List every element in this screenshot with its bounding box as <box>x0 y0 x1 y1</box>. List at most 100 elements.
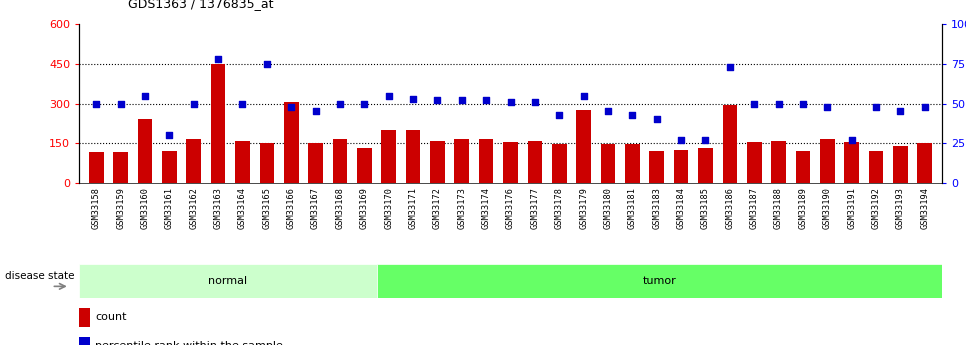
Bar <box>698 148 713 183</box>
Text: GSM33160: GSM33160 <box>140 187 150 229</box>
Point <box>235 101 250 106</box>
Point <box>89 101 104 106</box>
Point <box>917 104 932 109</box>
Point <box>552 112 567 117</box>
Text: GDS1363 / 1376835_at: GDS1363 / 1376835_at <box>128 0 273 10</box>
Text: GSM33158: GSM33158 <box>92 187 100 229</box>
Text: tumor: tumor <box>642 276 676 286</box>
Point <box>625 112 640 117</box>
Text: GSM33177: GSM33177 <box>530 187 539 229</box>
Bar <box>479 139 494 183</box>
Point <box>697 137 713 143</box>
Point <box>747 101 762 106</box>
Text: disease state: disease state <box>5 271 74 281</box>
Text: GSM33190: GSM33190 <box>823 187 832 229</box>
Text: GSM33185: GSM33185 <box>701 187 710 229</box>
Bar <box>894 146 908 183</box>
Text: GSM33181: GSM33181 <box>628 187 637 229</box>
Point <box>478 98 494 103</box>
Text: count: count <box>96 312 127 322</box>
Text: GSM33194: GSM33194 <box>921 187 929 229</box>
Text: GSM33164: GSM33164 <box>238 187 247 229</box>
Bar <box>406 130 420 183</box>
Bar <box>454 139 469 183</box>
Bar <box>357 148 372 183</box>
Point <box>308 109 324 114</box>
Point <box>259 61 274 67</box>
Text: GSM33168: GSM33168 <box>335 187 345 229</box>
Text: GSM33176: GSM33176 <box>506 187 515 229</box>
Bar <box>503 142 518 183</box>
Text: GSM33167: GSM33167 <box>311 187 320 229</box>
Text: GSM33178: GSM33178 <box>554 187 564 229</box>
Point <box>356 101 372 106</box>
Bar <box>430 140 444 183</box>
Bar <box>918 143 932 183</box>
Bar <box>674 150 689 183</box>
Bar <box>577 110 591 183</box>
Point <box>893 109 908 114</box>
Bar <box>211 64 225 183</box>
Point <box>600 109 615 114</box>
Bar <box>820 139 835 183</box>
Bar <box>625 145 639 183</box>
Bar <box>747 142 761 183</box>
Point <box>844 137 860 143</box>
Bar <box>162 151 177 183</box>
Text: GSM33161: GSM33161 <box>165 187 174 229</box>
Point <box>137 93 153 98</box>
Point <box>332 101 348 106</box>
Text: GSM33188: GSM33188 <box>774 187 783 229</box>
Bar <box>284 102 298 183</box>
Point <box>673 137 689 143</box>
Text: GSM33162: GSM33162 <box>189 187 198 229</box>
Text: GSM33159: GSM33159 <box>116 187 126 229</box>
Bar <box>113 152 128 183</box>
Point <box>211 56 226 62</box>
Bar <box>527 140 542 183</box>
Point <box>649 117 665 122</box>
Text: GSM33192: GSM33192 <box>871 187 881 229</box>
Text: GSM33191: GSM33191 <box>847 187 856 229</box>
Bar <box>552 145 567 183</box>
Text: GSM33180: GSM33180 <box>604 187 612 229</box>
Point <box>527 99 543 105</box>
Point <box>161 132 177 138</box>
Bar <box>138 119 153 183</box>
Point <box>771 101 786 106</box>
Point <box>283 104 298 109</box>
Text: GSM33169: GSM33169 <box>359 187 369 229</box>
Bar <box>649 151 664 183</box>
Bar <box>377 264 942 298</box>
Text: GSM33186: GSM33186 <box>725 187 734 229</box>
Bar <box>868 151 883 183</box>
Bar <box>79 308 90 326</box>
Text: GSM33165: GSM33165 <box>263 187 271 229</box>
Point <box>503 99 519 105</box>
Text: GSM33187: GSM33187 <box>750 187 758 229</box>
Text: GSM33166: GSM33166 <box>287 187 296 229</box>
Point <box>795 101 810 106</box>
Bar <box>796 151 810 183</box>
Bar <box>260 143 274 183</box>
Bar <box>308 143 323 183</box>
Text: GSM33179: GSM33179 <box>580 187 588 229</box>
Bar <box>332 139 347 183</box>
Bar <box>79 337 90 345</box>
Bar <box>186 139 201 183</box>
Bar <box>382 130 396 183</box>
Text: GSM33172: GSM33172 <box>433 187 441 229</box>
Text: GSM33173: GSM33173 <box>457 187 467 229</box>
Point <box>454 98 469 103</box>
Point <box>406 96 421 101</box>
Text: GSM33174: GSM33174 <box>482 187 491 229</box>
Point <box>576 93 591 98</box>
Point <box>381 93 396 98</box>
Point <box>113 101 128 106</box>
Bar <box>235 140 250 183</box>
Bar <box>89 152 103 183</box>
Bar <box>79 264 377 298</box>
Point <box>819 104 835 109</box>
Text: GSM33189: GSM33189 <box>799 187 808 229</box>
Text: GSM33183: GSM33183 <box>652 187 662 229</box>
